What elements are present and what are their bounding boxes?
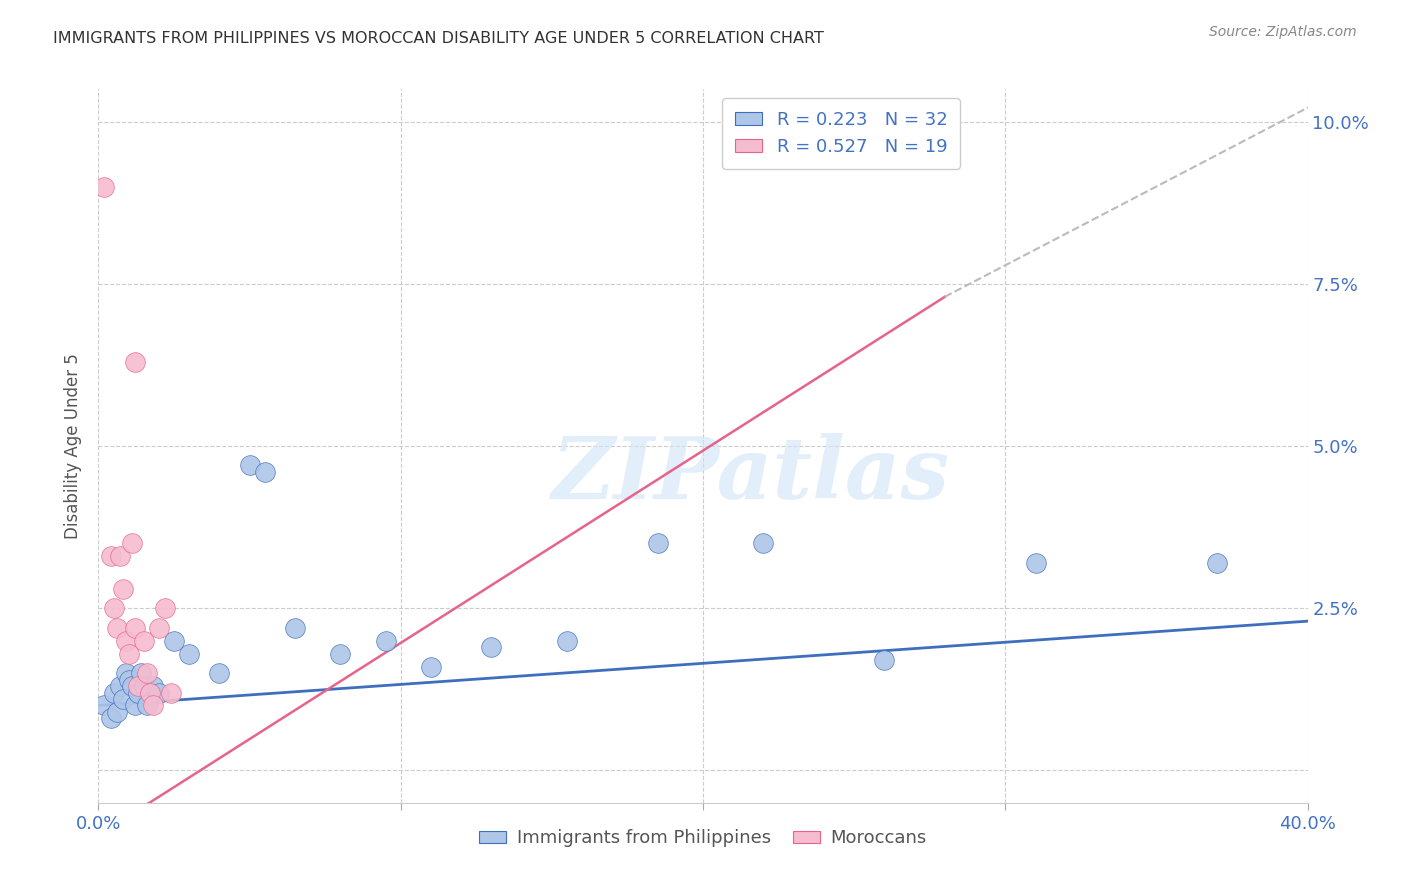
Point — [100, 549, 122, 564]
Point — [121, 679, 143, 693]
Point — [114, 666, 136, 681]
Point — [873, 653, 896, 667]
Point — [124, 354, 146, 368]
Point — [103, 601, 125, 615]
Point — [105, 621, 128, 635]
Point — [555, 633, 578, 648]
Point — [420, 659, 443, 673]
Point — [142, 698, 165, 713]
Point — [135, 698, 157, 713]
Text: ZIPatlas: ZIPatlas — [553, 433, 950, 516]
Point — [148, 685, 170, 699]
Point — [103, 685, 125, 699]
Point — [647, 536, 669, 550]
Point — [118, 673, 141, 687]
Point — [752, 536, 775, 550]
Point — [132, 633, 155, 648]
Legend: Immigrants from Philippines, Moroccans: Immigrants from Philippines, Moroccans — [472, 822, 934, 855]
Point — [139, 685, 162, 699]
Point — [105, 705, 128, 719]
Point — [163, 633, 186, 648]
Point — [1206, 556, 1229, 570]
Point — [124, 698, 146, 713]
Point — [111, 692, 134, 706]
Point — [118, 647, 141, 661]
Point — [208, 666, 231, 681]
Point — [129, 666, 152, 681]
Point — [114, 633, 136, 648]
Point — [124, 621, 146, 635]
Point — [142, 679, 165, 693]
Point — [329, 647, 352, 661]
Point — [108, 679, 131, 693]
Point — [100, 711, 122, 725]
Point — [179, 647, 201, 661]
Text: IMMIGRANTS FROM PHILIPPINES VS MOROCCAN DISABILITY AGE UNDER 5 CORRELATION CHART: IMMIGRANTS FROM PHILIPPINES VS MOROCCAN … — [53, 31, 824, 46]
Point — [481, 640, 503, 654]
Text: Source: ZipAtlas.com: Source: ZipAtlas.com — [1209, 25, 1357, 39]
Point — [135, 666, 157, 681]
Point — [108, 549, 131, 564]
Point — [284, 621, 307, 635]
Point — [148, 621, 170, 635]
Point — [111, 582, 134, 596]
Point — [127, 679, 149, 693]
Point — [93, 179, 115, 194]
Y-axis label: Disability Age Under 5: Disability Age Under 5 — [65, 353, 83, 539]
Point — [253, 465, 276, 479]
Point — [93, 698, 115, 713]
Point — [1024, 556, 1046, 570]
Point — [132, 679, 155, 693]
Point — [374, 633, 396, 648]
Point — [127, 685, 149, 699]
Point — [160, 685, 183, 699]
Point — [153, 601, 176, 615]
Point — [239, 458, 262, 473]
Point — [121, 536, 143, 550]
